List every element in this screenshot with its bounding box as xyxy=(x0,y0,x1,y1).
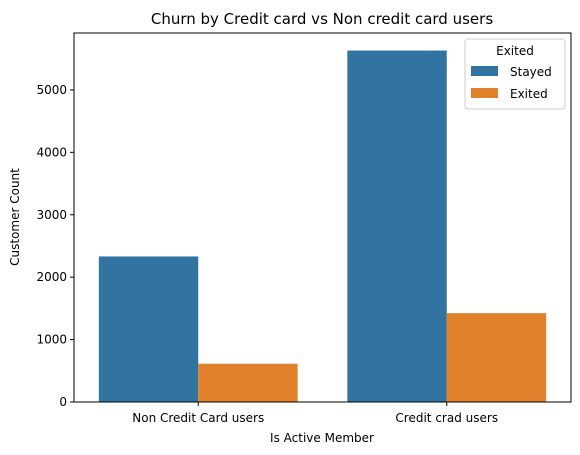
x-tick-label: Credit crad users xyxy=(395,411,498,425)
x-axis: Non Credit Card users Credit crad users xyxy=(132,402,498,425)
legend-swatch-exited xyxy=(471,88,498,98)
plot-frame xyxy=(73,32,572,403)
x-axis-label: Is Active Member xyxy=(270,431,374,445)
legend-label-stayed: Stayed xyxy=(510,65,552,79)
y-tick-label: 4000 xyxy=(36,145,67,159)
legend: Exited Stayed Exited xyxy=(464,38,566,110)
chart-title: Churn by Credit card vs Non credit card … xyxy=(151,10,493,28)
bar-stayed-1 xyxy=(347,50,447,403)
y-tick-label: 2000 xyxy=(36,270,67,284)
y-tick-label: 3000 xyxy=(36,208,67,222)
legend-title: Exited xyxy=(496,44,534,58)
bar-exited-1 xyxy=(446,313,547,402)
bar-stayed-0 xyxy=(98,256,199,402)
legend-label-exited: Exited xyxy=(510,87,548,101)
y-tick-label: 1000 xyxy=(36,333,67,347)
x-tick-label: Non Credit Card users xyxy=(132,411,264,425)
y-tick-label: 0 xyxy=(59,395,67,409)
legend-swatch-stayed xyxy=(471,66,498,76)
y-tick-label: 5000 xyxy=(36,83,67,97)
y-axis: 0 1000 2000 3000 4000 5000 xyxy=(36,83,74,409)
y-axis-label: Customer Count xyxy=(8,168,22,266)
bar-exited-0 xyxy=(198,363,298,402)
bars-group xyxy=(98,50,547,403)
